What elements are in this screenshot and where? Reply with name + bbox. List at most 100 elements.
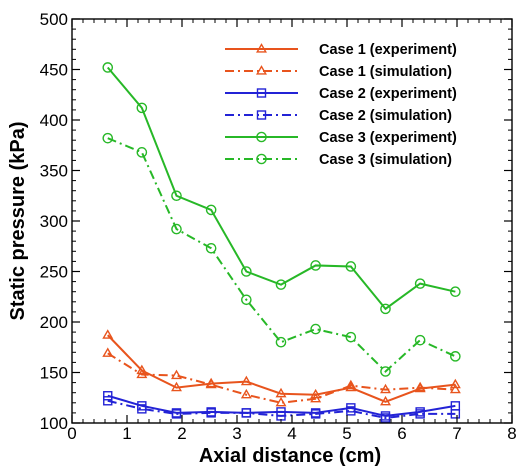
data-point: [345, 379, 357, 390]
data-point: [310, 409, 321, 419]
data-point: [380, 383, 391, 394]
data-point: [310, 392, 322, 403]
legend-swatch-marker: [256, 110, 267, 120]
data-point: [450, 409, 461, 419]
legend: Case 1 (experiment) Case 1 (simulation) Ca…: [225, 42, 457, 168]
y-tick-label: 350: [40, 162, 68, 181]
data-point: [449, 383, 461, 394]
data-point: [102, 347, 114, 357]
data-point: [136, 368, 148, 379]
data-point: [345, 261, 357, 272]
series-6: [102, 132, 461, 377]
x-axis-title: Axial distance (cm): [199, 445, 381, 467]
data-point: [240, 375, 252, 386]
y-tick-label: 250: [40, 263, 68, 282]
x-tick-label: 8: [507, 424, 516, 443]
x-tick-label: 7: [452, 424, 461, 443]
data-point: [380, 413, 391, 423]
legend-swatch-marker: [256, 43, 267, 53]
data-point: [241, 266, 252, 277]
legend-entry-4: Case 2 (simulation): [225, 108, 452, 124]
y-tick-label: 400: [40, 111, 68, 130]
y-tick-label: 100: [40, 414, 68, 433]
y-tick-label: 500: [40, 10, 68, 29]
series-line-4: [107, 399, 456, 419]
legend-label: Case 2 (experiment): [319, 86, 457, 102]
data-point: [275, 336, 287, 348]
y-tick-label: 450: [40, 61, 68, 80]
series-2: [102, 347, 461, 407]
legend-label: Case 1 (simulation): [319, 64, 452, 80]
data-point: [206, 408, 216, 418]
legend-label: Case 3 (simulation): [319, 152, 452, 168]
data-point: [171, 223, 182, 235]
axes-layer: 0 1 2 3 4 5 6 7 8 100 150 200 250 300 350 400 450 500: [40, 10, 517, 443]
data-point: [275, 279, 287, 290]
data-point: [415, 409, 425, 419]
legend-entry-2: Case 1 (simulation): [225, 64, 452, 80]
data-point: [241, 294, 252, 306]
x-tick-label: 6: [397, 424, 406, 443]
data-point: [205, 378, 217, 389]
data-point: [241, 408, 252, 418]
data-point: [103, 396, 113, 406]
data-point: [450, 286, 461, 298]
series-line-1: [107, 334, 456, 403]
y-tick-label: 300: [40, 212, 68, 231]
data-point: [380, 366, 391, 377]
data-point: [136, 147, 148, 158]
data-point: [380, 303, 391, 315]
data-point: [450, 351, 461, 362]
data-point: [137, 404, 147, 414]
legend-label: Case 2 (simulation): [319, 108, 452, 124]
data-point: [414, 334, 426, 346]
legend-entry-3: Case 2 (experiment): [225, 86, 457, 102]
data-point: [346, 406, 356, 416]
data-point: [380, 395, 391, 406]
data-point: [310, 260, 321, 271]
data-point: [136, 102, 148, 114]
data-point: [171, 409, 182, 419]
data-point: [414, 278, 426, 289]
data-point: [310, 388, 322, 399]
legend-entry-5: Case 3 (experiment): [225, 130, 457, 146]
data-point: [275, 387, 287, 398]
legend-swatch-marker: [256, 88, 267, 98]
data-point: [449, 378, 461, 389]
legend-entry-1: Case 1 (experiment): [225, 42, 457, 58]
data-point: [345, 331, 357, 343]
series-line-5: [106, 66, 456, 311]
x-tick-label: 4: [287, 424, 296, 443]
data-point: [171, 381, 182, 392]
series-4: [103, 396, 461, 423]
data-point: [102, 329, 114, 339]
x-tick-label: 2: [177, 424, 186, 443]
x-tick-label: 0: [67, 424, 76, 443]
x-tick-label: 1: [122, 424, 131, 443]
legend-label: Case 1 (experiment): [319, 42, 457, 58]
legend-entry-6: Case 3 (simulation): [225, 152, 452, 168]
data-point: [310, 323, 321, 335]
x-tick-label: 3: [232, 424, 241, 443]
data-point: [102, 62, 114, 73]
data-point: [205, 204, 217, 216]
data-point: [103, 391, 113, 401]
legend-label: Case 3 (experiment): [319, 130, 457, 146]
data-point: [171, 190, 182, 202]
data-point: [102, 132, 114, 144]
y-tick-label: 150: [40, 364, 68, 383]
data-point: [275, 396, 287, 407]
series-5: [102, 62, 461, 315]
series-layer: [102, 62, 461, 423]
data-point: [414, 381, 426, 392]
data-point: [240, 388, 252, 399]
x-tick-label: 5: [342, 424, 351, 443]
y-tick-label: 200: [40, 313, 68, 332]
data-point: [171, 369, 182, 380]
legend-swatch-marker: [256, 65, 267, 75]
y-axis-title: Static pressure (kPa): [7, 122, 29, 321]
series-line-2: [107, 352, 456, 404]
legend-swatch-marker: [256, 131, 267, 143]
